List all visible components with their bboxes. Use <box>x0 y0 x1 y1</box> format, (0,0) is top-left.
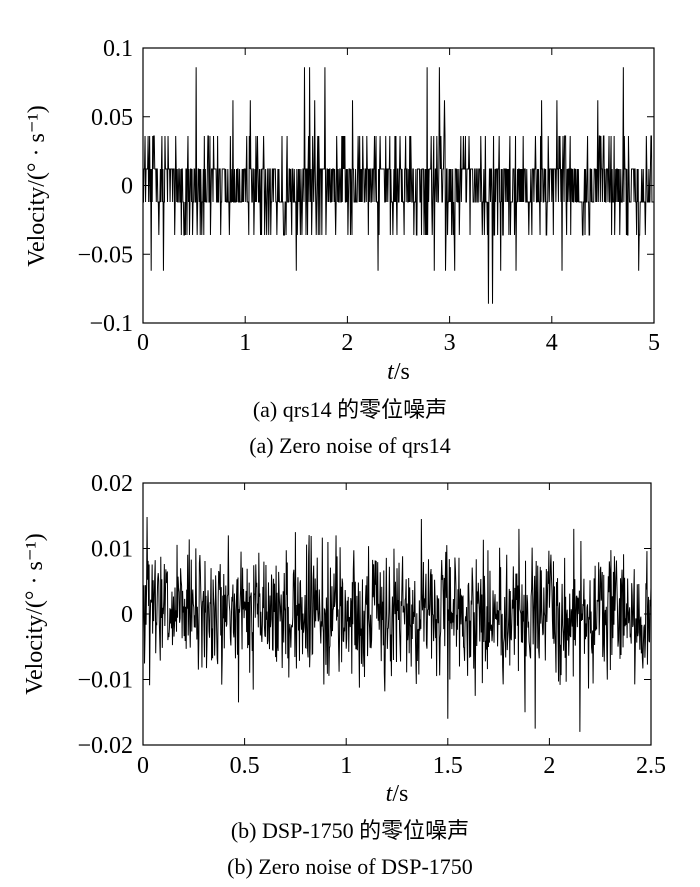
x-tick-label: 0 <box>137 753 149 779</box>
caption-a-english: (a) Zero noise of qrs14 <box>249 433 451 458</box>
caption-b-chinese: (b) DSP-1750 的零位噪声 <box>230 818 470 843</box>
x-tick-label: 2 <box>341 330 353 356</box>
y-axis-label: Velocity/(° · s⁻¹) <box>22 533 48 694</box>
y-tick-label: −0.02 <box>77 733 133 759</box>
x-tick-label: 1 <box>340 753 352 779</box>
x-tick-label: 1.5 <box>433 753 463 779</box>
chart-panel-b: 0 0.5 1 1.5 2 2.5 0.02 0.01 0 −0.01 −0.02 t/s Veloci… <box>22 471 666 807</box>
y-tick-label: −0.1 <box>89 311 133 337</box>
y-tick-label: 0.01 <box>91 537 133 563</box>
x-tick-label: 0 <box>137 330 149 356</box>
x-axis-label: t/s <box>386 781 409 807</box>
x-tick-label: 1 <box>239 330 251 356</box>
x-tick-label: 4 <box>546 330 558 356</box>
signal-line-a <box>143 67 654 304</box>
x-tick-label: 3 <box>444 330 456 356</box>
y-tick-label: 0.05 <box>91 105 133 131</box>
caption-a-chinese: (a) qrs14 的零位噪声 <box>252 397 448 422</box>
signal-line-b <box>142 517 652 732</box>
y-tick-label: 0.02 <box>91 471 133 497</box>
caption-b-english: (b) Zero noise of DSP-1750 <box>227 854 473 879</box>
y-axis-label: Velocity/(° · s⁻¹) <box>24 105 50 266</box>
y-tick-label: 0 <box>121 174 133 200</box>
x-tick-label: 0.5 <box>230 753 260 779</box>
y-tick-label: 0.1 <box>103 36 133 62</box>
y-tick-label: −0.01 <box>77 668 133 694</box>
x-axis-label: t/s <box>387 359 410 385</box>
chart-panel-a: 0 1 2 3 4 5 0.1 0.05 0 −0.05 −0.1 t/s Velocity/(° · … <box>24 36 660 385</box>
x-tick-label: 2 <box>543 753 555 779</box>
y-tick-label: −0.05 <box>77 242 133 268</box>
y-tick-label: 0 <box>121 602 133 628</box>
x-tick-label: 5 <box>648 330 660 356</box>
x-tick-label: 2.5 <box>636 753 666 779</box>
